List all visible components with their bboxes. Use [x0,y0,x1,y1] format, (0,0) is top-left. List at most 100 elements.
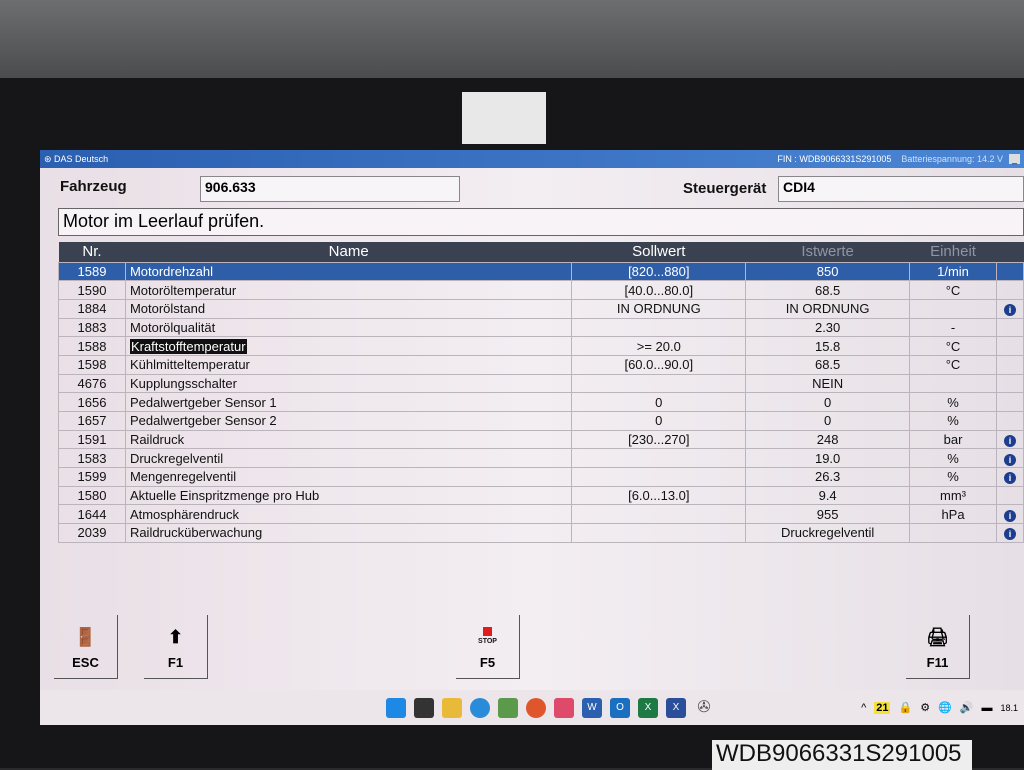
col-name[interactable]: Name [125,242,572,262]
name-text: Motordrehzahl [129,263,214,279]
col-einheit[interactable]: Einheit [909,242,997,262]
cell-nr: 1580 [58,485,126,506]
info-icon[interactable]: i [1003,528,1016,541]
cell-nr: 1588 [58,336,126,356]
windows-start-icon[interactable] [386,697,406,718]
table-row[interactable]: 1589 Motordrehzahl [820...880] 850 1/min [58,261,1024,282]
table-row[interactable]: 1656 Pedalwertgeber Sensor 1 0 0% [58,392,1024,412]
info-icon[interactable]: i [1003,304,1016,317]
cell-soll: 0 [571,392,747,412]
browser-icon[interactable] [470,697,490,718]
cell-name: Raildrucküberwachung [124,523,573,543]
cell-name: Motoröltemperatur [124,280,573,300]
mercedes-das-icon[interactable]: ✇ [697,698,711,716]
name-text: Kühlmitteltemperatur [129,357,250,373]
f1-button[interactable]: ⬆ F1 [144,615,208,679]
nr-text: 1598 [77,357,107,373]
cell-soll [571,504,747,525]
battery-icon[interactable]: ▬ [981,701,993,714]
table-row[interactable]: 2039 Raildrucküberwachung Druckregelventil… [58,523,1024,543]
camera-cover [462,92,546,144]
info-icon[interactable]: i [1003,453,1016,466]
outlook-icon[interactable]: O [610,697,630,718]
cell-unit: % [909,411,997,431]
nr-text: 1883 [77,319,107,335]
cell-soll [571,373,747,394]
name-text: Atmosphärendruck [129,506,240,522]
table-row[interactable]: 1591 Raildruck [230...270] 248 bar i [58,429,1024,450]
soll-text: [60.0...90.0] [624,357,694,373]
info-icon[interactable]: i [1003,472,1016,485]
table-row[interactable]: 1657 Pedalwertgeber Sensor 2 0 0% [58,411,1024,431]
col-istwerte[interactable]: Istwerte [745,242,910,262]
stop-label: STOP [478,638,497,645]
cell-soll: >= 20.0 [571,336,747,356]
soll-text: 0 [655,413,663,429]
soll-text: [230...270] [628,432,690,448]
table-row[interactable]: 1883 Motorölqualität 2.30 - [58,317,1024,338]
info-icon[interactable]: i [1003,435,1016,448]
cell-ist: 0 [745,411,911,431]
col-nr[interactable]: Nr. [58,242,126,262]
nr-text: 1644 [77,506,107,522]
nr-text: 1599 [77,469,107,485]
nr-text: 1589 [77,263,107,279]
table-row[interactable]: 4676 Kupplungsschalter NEIN [58,373,1024,394]
unit-text: % [947,394,959,410]
nr-text: 1588 [77,338,107,354]
unit-text: mm³ [940,488,967,504]
excel-icon[interactable]: X [638,697,658,718]
cell-unit: % [909,467,997,487]
app-icon[interactable] [414,697,434,718]
tool-icon[interactable] [498,697,518,718]
xentry-icon[interactable]: X [666,697,686,718]
cell-ist: 15.8 [745,336,911,356]
table-row[interactable]: 1884 Motorölstand IN ORDNUNG IN ORDNUNG i [58,298,1024,319]
word-icon[interactable]: W [582,697,602,718]
col-sollwert[interactable]: Sollwert [571,242,746,262]
nr-text: 2039 [77,525,107,541]
table-row[interactable]: 1599 Mengenregelventil 26.3% i [58,467,1024,487]
nr-text: 1656 [77,394,107,410]
cell-info: i [995,504,1024,525]
cell-name: Kraftstofftemperatur [124,336,573,356]
cell-info [995,411,1024,431]
notification-badge[interactable]: 21 [874,701,891,714]
table-row[interactable]: 1583 Druckregelventil 19.0% i [58,448,1024,469]
table-row[interactable]: 1598 Kühlmitteltemperatur [60.0...90.0] 68.… [58,354,1024,375]
info-icon[interactable]: i [1003,509,1016,522]
name-text: Motorölqualität [129,319,216,335]
f5-label: F5 [479,655,496,670]
unit-text: % [947,469,959,485]
clock[interactable]: 18.1 [1000,702,1018,713]
firefox-icon[interactable] [526,697,546,718]
arrow-up-icon: ⬆ [167,627,184,647]
lock-icon[interactable]: 🔒 [898,702,913,714]
ist-text: 2.30 [814,319,841,335]
name-text: Pedalwertgeber Sensor 2 [129,413,277,429]
minimize-button[interactable]: _ [1008,154,1020,164]
cell-nr: 1883 [58,317,126,338]
cell-ist: 0 [745,392,911,412]
cell-nr: 1591 [58,429,126,450]
table-row[interactable]: 1588 Kraftstofftemperatur >= 20.0 15.8 °C [58,336,1024,356]
f5-stop-button[interactable]: STOP F5 [456,615,520,679]
fahrzeug-label: Fahrzeug [60,178,127,195]
table-row[interactable]: 1580 Aktuelle Einspritzmenge pro Hub [6.0.… [58,485,1024,506]
speaker-icon[interactable]: 🔊 [959,702,974,714]
network-tool-icon[interactable]: ⚙ [920,702,931,714]
cell-nr: 1657 [58,411,126,431]
app-f-icon[interactable] [554,697,574,718]
table-row[interactable]: 1590 Motoröltemperatur [40.0...80.0] 68.5 °C [58,280,1024,300]
table-row[interactable]: 1644 Atmosphärendruck 955 hPa i [58,504,1024,525]
cell-ist: NEIN [745,373,911,394]
file-explorer-icon[interactable] [442,697,462,718]
cell-unit: °C [909,336,997,356]
globe-icon[interactable]: 🌐 [938,702,952,714]
cell-info [995,261,1024,282]
esc-button[interactable]: 🚪 ESC [54,615,118,679]
cell-info [995,317,1024,338]
f11-print-button[interactable]: 🖨 F11 [906,615,970,679]
chevron-up-icon[interactable]: ^ [861,701,867,714]
unit-text: °C [945,282,961,298]
